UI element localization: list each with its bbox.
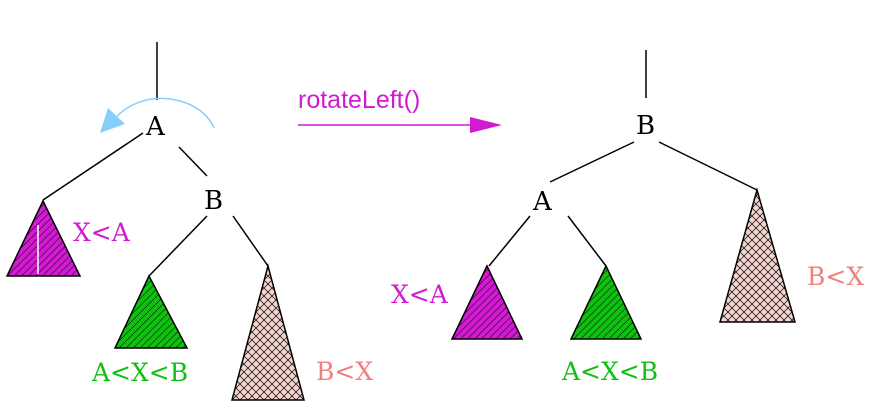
edge-b-to-a [549,141,635,183]
node-a: A [532,187,553,217]
subtree-middle-triangle [569,264,643,340]
rotation-arrowhead [100,108,125,133]
rotation-arc-arrow [111,97,215,129]
subtree-right-label: B<X [316,357,373,386]
subtree-left-triangle [5,199,82,277]
edge-b-to-right-subtree [658,141,758,191]
edge-a-to-b [178,146,208,177]
after-tree: B A X<A A<X<B B<X [391,50,864,386]
subtree-left-triangle [450,264,524,340]
subtree-middle-label: A<X<B [91,358,188,387]
edge-b-to-right-subtree [232,215,269,267]
subtree-left-label: X<A [391,280,449,309]
subtree-middle-triangle [113,274,189,349]
operation-arrowhead [470,117,502,133]
edge-a-to-middle-subtree [567,215,607,267]
subtree-right-triangle [719,187,796,323]
operation-label: rotateLeft() [298,86,420,114]
edge-b-to-middle-subtree [148,215,208,277]
subtree-middle-label: A<X<B [561,357,658,386]
edge-a-to-left-subtree [488,215,531,267]
subtree-right-triangle [231,263,305,401]
node-a: A [145,112,166,142]
subtree-left-label: X<A [73,218,131,247]
subtree-right-label: B<X [807,262,864,291]
edge-a-to-left-subtree [42,132,144,201]
node-b: B [636,111,655,141]
operation: rotateLeft() [298,86,502,133]
node-b: B [204,186,223,216]
before-tree: A B X<A A<X<B B<X [5,42,373,401]
